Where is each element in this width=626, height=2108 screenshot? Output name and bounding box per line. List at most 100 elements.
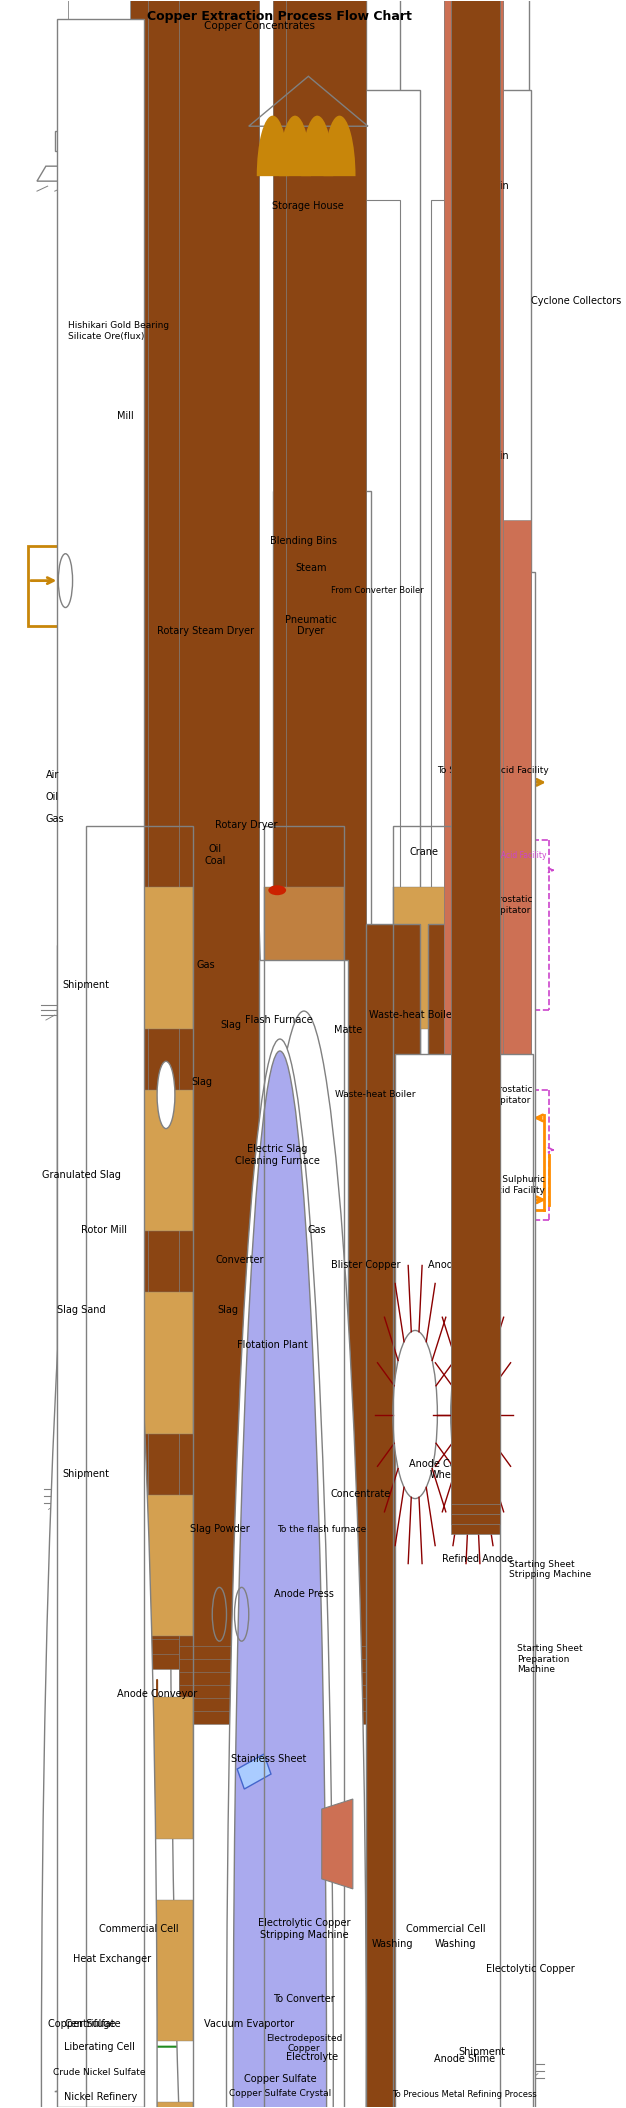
Text: Electrolyte: Electrolyte [286,2051,338,2062]
Text: Centrifuge: Centrifuge [64,2019,116,2028]
Text: Concentrate: Concentrate [331,1490,391,1499]
Text: Slag: Slag [220,1020,242,1031]
Bar [444,0,503,2019]
Bar [86,2102,193,2108]
Wedge shape [440,1119,488,1210]
Bar [451,0,500,1535]
FancyBboxPatch shape [173,769,319,812]
Bar [126,0,188,1655]
Text: To Sulphuric Acid Facility: To Sulphuric Acid Facility [438,765,549,776]
Text: Converter: Converter [215,1254,264,1265]
Text: Shipment: Shipment [63,1469,110,1480]
Bar [286,0,366,1724]
Bar [438,422,518,441]
Text: Rotary Steam Dryer: Rotary Steam Dryer [158,626,255,635]
Polygon shape [310,476,359,980]
Bar [179,0,259,1699]
Text: Blister Copper: Blister Copper [331,1261,401,1269]
Bar [264,1701,344,1844]
Text: Slag: Slag [191,1077,212,1088]
Text: Anode Conveyor: Anode Conveyor [117,1689,197,1699]
Text: Gas: Gas [46,814,64,824]
Bar [286,0,366,1712]
Text: Nickel Refinery: Nickel Refinery [64,2091,138,2102]
Text: Washing: Washing [372,1939,414,1948]
Ellipse shape [233,1052,327,2108]
Text: Granulated Slag: Granulated Slag [42,1170,121,1180]
Text: Gas: Gas [308,1225,327,1235]
Text: #2 Ore Bin: #2 Ore Bin [455,181,509,192]
Text: Commercial Cell: Commercial Cell [100,1925,179,1933]
Wedge shape [335,1092,398,1210]
Bar [204,194,275,2108]
Text: Copper Sulfate Crystal: Copper Sulfate Crystal [228,2089,331,2097]
Polygon shape [59,1250,104,1275]
Text: Crane: Crane [409,847,439,858]
Polygon shape [237,1754,271,1790]
Bar [259,959,349,2108]
Text: Liberating Cell: Liberating Cell [64,2043,135,2051]
Text: Shipment: Shipment [458,2047,505,2057]
Bar [68,0,148,1646]
Text: Rotary Dryer: Rotary Dryer [215,820,277,831]
Text: Copper Extraction Process Flow Chart: Copper Extraction Process Flow Chart [148,11,413,23]
Text: To Converter: To Converter [273,1994,335,2005]
Bar [179,0,259,1712]
Circle shape [375,1263,455,1566]
Wedge shape [222,1263,258,1330]
Polygon shape [438,200,518,266]
Bar [86,1899,193,2041]
Text: Electrodeposited
Copper: Electrodeposited Copper [265,2034,342,2053]
Bar [310,331,359,476]
Text: To the flash furnace: To the flash furnace [277,1524,366,1535]
Bar [126,0,188,1670]
Polygon shape [458,316,476,390]
Text: Cyclone Collectors: Cyclone Collectors [531,295,621,306]
Ellipse shape [310,327,359,335]
Ellipse shape [170,493,269,2108]
Bar [86,1495,193,1636]
Ellipse shape [249,327,297,335]
Text: Slag Sand: Slag Sand [57,1305,106,1315]
Polygon shape [438,316,455,390]
Ellipse shape [493,1651,512,1661]
Ellipse shape [242,1012,366,2108]
Ellipse shape [300,0,316,1410]
Bar [68,0,148,1672]
Text: #1 Ore Bin: #1 Ore Bin [455,451,509,462]
Bar [86,1697,193,1838]
Bar [126,0,188,1594]
Bar [259,0,295,835]
Bar [264,1294,344,1438]
Text: Oil: Oil [46,793,59,803]
Text: Electrostatic
Precipitator: Electrostatic Precipitator [476,1086,532,1105]
Bar [73,0,108,1189]
Text: Anode Furnace: Anode Furnace [428,1261,501,1269]
Text: Washing: Washing [434,1939,476,1948]
Bar [179,0,259,1659]
Bar [393,1899,500,2041]
Bar [55,131,117,152]
Polygon shape [326,561,353,601]
Circle shape [58,554,73,607]
Text: Flotation Plant: Flotation Plant [237,1339,308,1349]
Ellipse shape [98,438,118,449]
Polygon shape [362,890,455,999]
Text: Oil
Coal: Oil Coal [204,845,225,866]
Bar [68,0,148,1699]
Bar [444,0,503,1979]
Text: Slag Powder: Slag Powder [190,1524,249,1535]
Text: Rotor Mill: Rotor Mill [81,1225,128,1235]
Text: Electric Slag
Cleaning Furnace: Electric Slag Cleaning Furnace [235,1145,320,1166]
Bar [451,0,500,1514]
Wedge shape [213,1105,267,1206]
Bar [204,0,342,1455]
Circle shape [433,1263,513,1566]
Polygon shape [153,776,175,805]
Bar [482,571,535,2108]
Text: Copper Concentrates: Copper Concentrates [204,21,315,32]
Bar [273,0,335,1608]
Text: Waste-heat Boiler: Waste-heat Boiler [369,1010,456,1020]
Bar [246,508,299,523]
Bar [393,1292,500,1433]
